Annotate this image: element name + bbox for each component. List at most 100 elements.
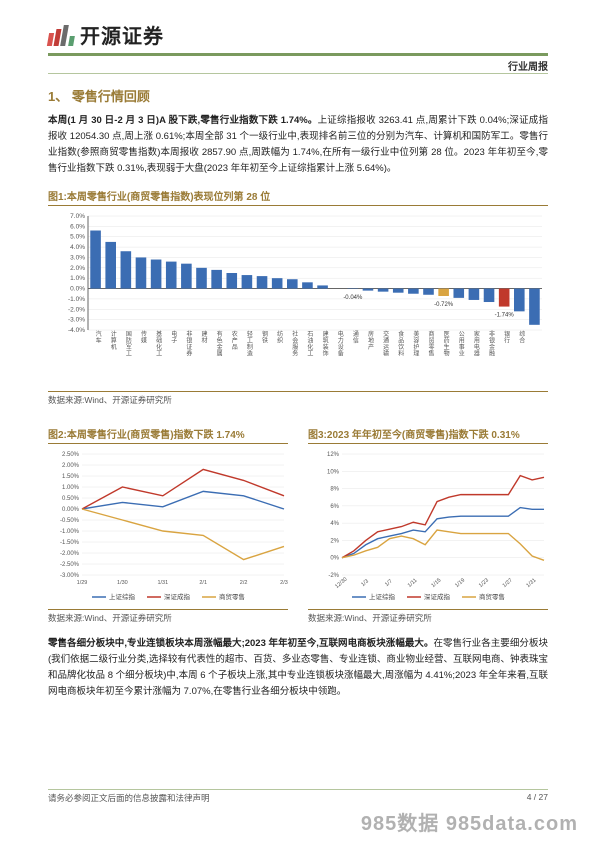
svg-text:计算机: 计算机 bbox=[111, 330, 117, 351]
svg-text:6.0%: 6.0% bbox=[70, 223, 85, 230]
svg-text:商贸零售: 商贸零售 bbox=[479, 592, 505, 601]
svg-text:-1.50%: -1.50% bbox=[60, 540, 80, 546]
watermark: 985数据 985data.com bbox=[361, 807, 578, 836]
svg-text:-1.0%: -1.0% bbox=[68, 295, 85, 302]
fig1-source: 数据来源:Wind、开源证券研究所 bbox=[48, 391, 548, 406]
svg-text:1/30: 1/30 bbox=[117, 580, 128, 586]
fig3-title: 图3:2023 年年初至今(商贸零售)指数下跌 0.31% bbox=[308, 426, 548, 441]
svg-text:3.0%: 3.0% bbox=[70, 254, 85, 261]
svg-text:1/15: 1/15 bbox=[430, 577, 442, 588]
svg-text:2.0%: 2.0% bbox=[70, 264, 85, 271]
svg-text:5.0%: 5.0% bbox=[70, 233, 85, 240]
svg-text:美容护理: 美容护理 bbox=[413, 330, 419, 358]
svg-text:2.00%: 2.00% bbox=[62, 463, 80, 469]
svg-text:-2.0%: -2.0% bbox=[68, 306, 85, 313]
svg-text:基础化工: 基础化工 bbox=[156, 330, 162, 358]
svg-text:-0.04%: -0.04% bbox=[343, 295, 363, 301]
svg-text:-1.74%: -1.74% bbox=[495, 312, 515, 318]
svg-text:深证成指: 深证成指 bbox=[424, 592, 451, 601]
svg-text:上证综指: 上证综指 bbox=[369, 592, 396, 601]
svg-text:0.0%: 0.0% bbox=[70, 285, 85, 292]
svg-text:汽车: 汽车 bbox=[96, 330, 102, 345]
svg-text:1/3: 1/3 bbox=[360, 578, 370, 588]
svg-text:2.50%: 2.50% bbox=[62, 452, 80, 458]
svg-text:建材: 建材 bbox=[202, 330, 208, 345]
svg-text:1/29: 1/29 bbox=[77, 580, 88, 586]
svg-text:-2%: -2% bbox=[328, 573, 339, 579]
svg-text:建筑装饰: 建筑装饰 bbox=[323, 330, 329, 358]
svg-text:6%: 6% bbox=[330, 503, 339, 509]
svg-text:轻工制造: 轻工制造 bbox=[247, 330, 253, 358]
divider-thin bbox=[48, 73, 548, 74]
svg-text:纺织: 纺织 bbox=[277, 330, 283, 345]
svg-text:1/11: 1/11 bbox=[407, 577, 419, 588]
fig3-underline bbox=[308, 443, 548, 444]
section-title: 1、 零售行情回顾 bbox=[48, 86, 548, 105]
svg-text:0.50%: 0.50% bbox=[62, 496, 80, 502]
svg-text:1/19: 1/19 bbox=[454, 577, 466, 588]
svg-text:1/31: 1/31 bbox=[157, 580, 168, 586]
svg-text:公用事业: 公用事业 bbox=[459, 331, 465, 358]
svg-text:家用电器: 家用电器 bbox=[474, 330, 480, 358]
svg-text:2/2: 2/2 bbox=[240, 580, 248, 586]
svg-text:上证综指: 上证综指 bbox=[109, 592, 136, 601]
svg-text:非银金融: 非银金融 bbox=[489, 330, 495, 358]
svg-text:商贸零售: 商贸零售 bbox=[429, 330, 435, 358]
logo-mark bbox=[48, 24, 74, 46]
svg-text:12%: 12% bbox=[327, 452, 340, 458]
svg-text:-1.00%: -1.00% bbox=[60, 529, 80, 535]
svg-text:-2.00%: -2.00% bbox=[60, 551, 80, 557]
svg-text:0.00%: 0.00% bbox=[62, 507, 80, 513]
logo: 开源证券 bbox=[48, 20, 548, 49]
svg-text:1.00%: 1.00% bbox=[62, 485, 80, 491]
svg-text:-4.0%: -4.0% bbox=[68, 327, 85, 334]
fig3-svg: -2%0%2%4%6%8%10%12%12/301/31/71/111/151/… bbox=[308, 448, 548, 603]
svg-text:1/23: 1/23 bbox=[478, 577, 490, 588]
svg-text:10%: 10% bbox=[327, 469, 340, 475]
svg-text:农产品: 农产品 bbox=[232, 330, 238, 351]
svg-text:4.0%: 4.0% bbox=[70, 244, 85, 251]
svg-text:食品饮料: 食品饮料 bbox=[398, 330, 404, 358]
svg-text:交通运输: 交通运输 bbox=[383, 330, 389, 358]
footer: 请务必参阅正文后面的信息披露和法律声明 4 / 27 bbox=[48, 789, 548, 804]
footer-right: 4 / 27 bbox=[527, 792, 548, 804]
paragraph-1: 本周(1 月 30 日-2 月 3 日)A 股下跌,零售行业指数下跌 1.74%… bbox=[48, 113, 548, 178]
svg-text:1.0%: 1.0% bbox=[70, 275, 85, 282]
svg-text:电力设备: 电力设备 bbox=[338, 330, 344, 358]
fig3-source: 数据来源:Wind、开源证券研究所 bbox=[308, 609, 548, 624]
svg-text:银行: 银行 bbox=[504, 330, 510, 345]
brand-text: 开源证券 bbox=[80, 20, 164, 49]
doc-type: 行业周报 bbox=[48, 58, 548, 73]
svg-text:1.50%: 1.50% bbox=[62, 474, 80, 480]
svg-text:2/3: 2/3 bbox=[280, 580, 288, 586]
fig1-svg: -4.0% -3.0% -2.0% -1.0% 0.0% 1.0% 2.0% 3.0% 4.0%… bbox=[48, 210, 548, 385]
svg-text:电子: 电子 bbox=[171, 330, 177, 345]
svg-text:商贸零售: 商贸零售 bbox=[219, 592, 245, 601]
svg-text:医药生物: 医药生物 bbox=[444, 331, 450, 358]
svg-text:0%: 0% bbox=[330, 555, 339, 561]
fig2-svg: -3.00%-2.50%-2.00%-1.50%-1.00%-0.50%0.00… bbox=[48, 448, 288, 603]
svg-text:2%: 2% bbox=[330, 538, 339, 544]
svg-text:-2.50%: -2.50% bbox=[60, 562, 80, 568]
svg-text:1/7: 1/7 bbox=[384, 578, 394, 588]
svg-text:8%: 8% bbox=[330, 486, 339, 492]
svg-text:钢铁: 钢铁 bbox=[262, 330, 268, 345]
svg-text:国防军工: 国防军工 bbox=[126, 331, 132, 358]
svg-text:传媒: 传媒 bbox=[141, 330, 147, 345]
svg-text:-3.0%: -3.0% bbox=[68, 316, 85, 323]
svg-text:-0.50%: -0.50% bbox=[60, 518, 80, 524]
fig1-chart: -4.0% -3.0% -2.0% -1.0% 0.0% 1.0% 2.0% 3.0% 4.0%… bbox=[48, 210, 548, 388]
svg-text:2/1: 2/1 bbox=[199, 580, 207, 586]
svg-text:7.0%: 7.0% bbox=[70, 213, 85, 220]
svg-text:-0.72%: -0.72% bbox=[434, 302, 454, 308]
svg-text:深证成指: 深证成指 bbox=[164, 592, 191, 601]
svg-text:社会服务: 社会服务 bbox=[292, 330, 298, 358]
svg-text:非银证券: 非银证券 bbox=[186, 330, 192, 358]
fig2-title: 图2:本周零售行业(商贸零售)指数下跌 1.74% bbox=[48, 426, 288, 441]
para1-bold: 本周(1 月 30 日-2 月 3 日)A 股下跌,零售行业指数下跌 1.74%… bbox=[48, 115, 318, 126]
svg-text:有色金属: 有色金属 bbox=[217, 330, 223, 358]
fig2-underline bbox=[48, 443, 288, 444]
divider bbox=[48, 53, 548, 56]
svg-text:房地产: 房地产 bbox=[368, 330, 374, 351]
svg-text:通信: 通信 bbox=[353, 330, 359, 345]
